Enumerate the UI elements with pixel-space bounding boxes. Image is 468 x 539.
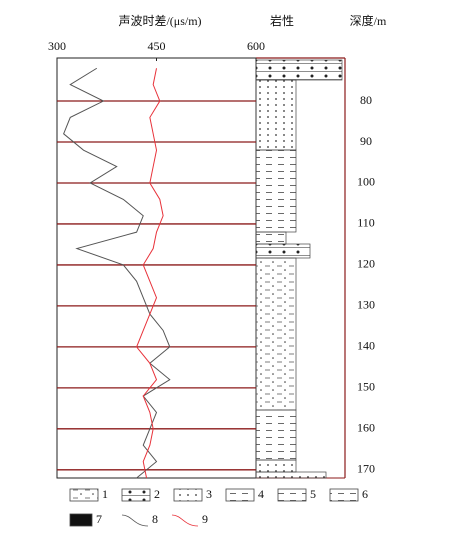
y-tick-label: 80: [360, 93, 372, 107]
series-line: [136, 68, 164, 479]
legend-label: 7: [96, 512, 102, 526]
depth-title: 深度/m: [350, 13, 387, 28]
y-tick-label: 100: [357, 175, 375, 189]
legend-label: 8: [152, 512, 158, 526]
y-tick-label: 130: [357, 298, 375, 312]
y-tick-label: 160: [357, 421, 375, 435]
legend-label: 6: [362, 487, 368, 501]
y-tick-label: 150: [357, 380, 375, 394]
legend-label: 3: [206, 487, 212, 501]
x-tick-label: 300: [48, 39, 66, 53]
y-tick-label: 90: [360, 134, 372, 148]
legend-label: 4: [258, 487, 264, 501]
legend-label: 9: [202, 512, 208, 526]
series-line: [63, 67, 171, 479]
legend-label: 1: [102, 487, 108, 501]
legend-label: 5: [310, 487, 316, 501]
y-tick-label: 140: [357, 339, 375, 353]
y-tick-label: 120: [357, 257, 375, 271]
x-axis-title: 声波时差/(μs/m): [118, 14, 201, 28]
lithology-column: [255, 59, 343, 479]
lithology-title: 岩性: [270, 13, 294, 28]
y-tick-label: 110: [357, 216, 375, 230]
y-tick-label: 170: [357, 462, 375, 476]
legend-swatches: [69, 488, 359, 527]
legend-label: 2: [154, 487, 160, 501]
x-tick-label: 450: [148, 39, 166, 53]
x-tick-label: 600: [247, 39, 265, 53]
plot-frame: [56, 57, 257, 479]
